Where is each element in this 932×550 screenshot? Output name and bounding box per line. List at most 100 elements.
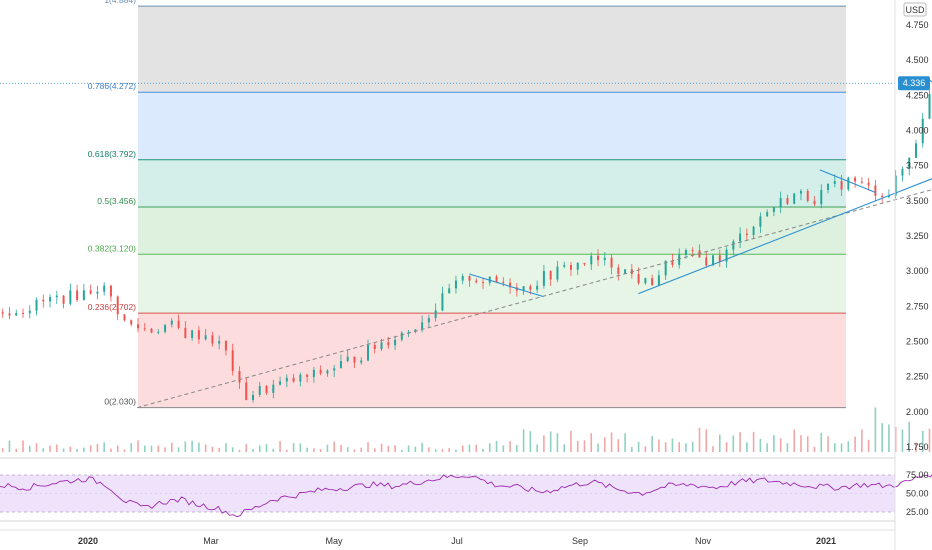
candle-body	[840, 181, 843, 190]
candle-body	[170, 320, 173, 325]
volume-bar	[8, 440, 11, 452]
candle-body	[928, 94, 931, 119]
currency-box	[903, 2, 927, 17]
candle-body	[103, 285, 106, 292]
volume-bar	[414, 446, 417, 452]
fib-labels: 1(4.884) 0.786(4.272) 0.618(3.792) 0.5(3.45…	[88, 0, 136, 407]
volume-bar	[570, 430, 572, 452]
candle-body	[454, 280, 457, 289]
candle-body	[597, 255, 600, 261]
volume-bar	[881, 423, 883, 452]
volume-bar	[292, 442, 295, 452]
candle-body	[218, 340, 221, 344]
candle-body	[542, 271, 545, 286]
candle-body	[860, 181, 863, 183]
volume-bar	[468, 444, 471, 452]
volume-bar	[685, 443, 687, 452]
candles	[1, 90, 931, 403]
candle-body	[353, 356, 356, 363]
volume-bar	[725, 442, 728, 452]
candle-body	[21, 312, 24, 314]
candle-body	[285, 377, 288, 382]
time-tick: Mar	[203, 536, 219, 546]
candle-body	[772, 207, 775, 213]
candle-body	[164, 324, 167, 332]
volume-bar	[455, 449, 457, 452]
volume-bar	[495, 440, 498, 452]
candle-body	[15, 312, 18, 316]
rsi-tick: 50.00	[906, 489, 929, 499]
volume-bar	[238, 449, 241, 452]
candle-body	[319, 369, 322, 374]
volume-bar	[306, 447, 308, 452]
volume-bar	[786, 443, 789, 452]
candle-body	[563, 265, 566, 267]
volume-bar	[157, 445, 160, 452]
volume-bar	[576, 440, 579, 452]
volume-bar	[137, 440, 139, 452]
candle-body	[55, 295, 58, 298]
volume-bar	[732, 435, 735, 452]
volume-bar	[752, 431, 755, 452]
candle-body	[624, 269, 627, 274]
volume-bar	[637, 441, 640, 452]
candle-body	[684, 250, 687, 255]
candle-body	[184, 327, 187, 338]
fib-label: 0.236(2.702)	[88, 302, 136, 312]
volume-bar	[718, 434, 721, 452]
candle-body	[908, 157, 911, 170]
candle-body	[576, 262, 579, 270]
candle-body	[69, 290, 72, 304]
candle-body	[150, 328, 153, 333]
candle-body	[678, 254, 681, 265]
volume-bar	[333, 441, 335, 452]
candle-body	[333, 368, 336, 371]
candle-body	[224, 340, 227, 351]
candle-body	[96, 291, 99, 294]
candle-body	[1, 312, 4, 314]
candle-body	[448, 288, 451, 294]
candle-body	[475, 280, 478, 283]
time-tick: 2020	[78, 536, 98, 546]
fib-band	[138, 6, 846, 93]
volume-bar	[861, 429, 863, 452]
volume-bar	[610, 432, 613, 452]
candle-body	[414, 329, 417, 332]
rsi-line	[0, 473, 932, 518]
candle-body	[549, 271, 552, 280]
volume-bar	[867, 439, 870, 452]
volume-bar	[624, 433, 626, 452]
volume-bar	[89, 445, 92, 452]
time-tick: 2021	[816, 536, 836, 546]
candle-body	[664, 260, 667, 276]
fib-label: 0.786(4.272)	[88, 81, 136, 91]
last-price-label: 4.336	[903, 78, 926, 88]
candle-body	[231, 350, 234, 372]
candle-body	[536, 285, 539, 290]
candle-body	[326, 370, 329, 374]
volume-bar	[272, 448, 275, 452]
candle-body	[272, 384, 275, 393]
volume-bar	[22, 440, 24, 452]
candle-body	[590, 255, 593, 265]
candle-body	[827, 183, 830, 191]
volume-bar	[83, 447, 85, 452]
price-tick: 2.500	[906, 337, 929, 347]
volume-bar	[42, 448, 45, 452]
volume-bar	[286, 449, 288, 452]
candle-body	[914, 143, 917, 158]
candle-body	[874, 185, 877, 196]
volume-bar	[252, 449, 254, 452]
price-tick: 4.500	[906, 55, 929, 65]
candle-body	[603, 257, 606, 261]
candle-body	[522, 286, 525, 291]
volume-bar	[712, 446, 714, 452]
candle-body	[157, 331, 160, 333]
volume-bar	[225, 443, 227, 452]
volume-bar	[847, 441, 850, 452]
candle-body	[725, 249, 728, 262]
fib-bands	[138, 6, 846, 408]
candle-body	[373, 344, 376, 350]
currency-label: USD	[905, 5, 925, 15]
